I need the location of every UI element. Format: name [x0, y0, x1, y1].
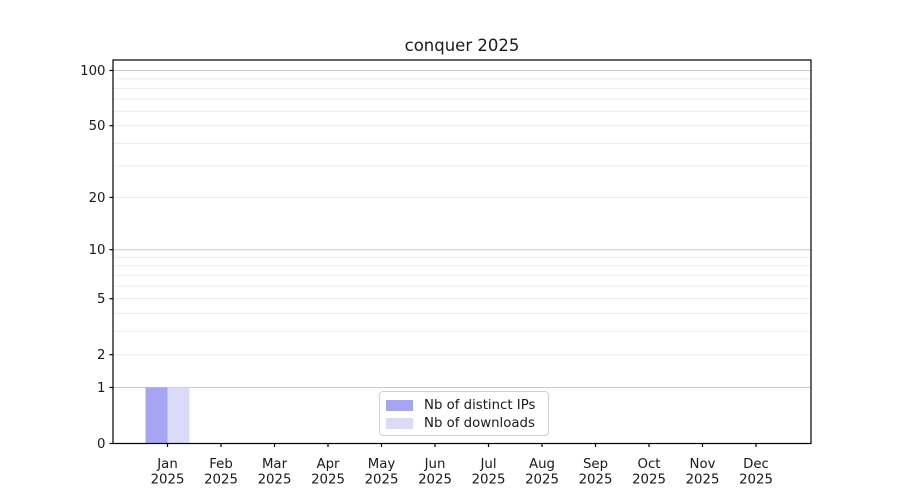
x-tick-label-month: Dec	[743, 457, 769, 472]
x-tick-label-month: Apr	[316, 457, 340, 472]
x-tick-label-year: 2025	[258, 473, 292, 488]
x-tick-label-year: 2025	[311, 473, 345, 488]
y-tick-label: 20	[89, 191, 106, 206]
plot-border	[112, 59, 812, 445]
x-tick-label-year: 2025	[525, 473, 559, 488]
y-tick-label: 1	[97, 381, 105, 396]
chart-title: conquer 2025	[404, 36, 520, 55]
legend-label-distinct-ips: Nb of distinct IPs	[424, 398, 536, 413]
legend-label-downloads: Nb of downloads	[424, 416, 535, 431]
y-tick-label: 100	[80, 64, 105, 79]
x-tick-label-month: Jul	[479, 457, 496, 472]
y-tick-label: 10	[89, 243, 106, 258]
x-tick-label-year: 2025	[579, 473, 613, 488]
y-tick-label: 5	[97, 292, 105, 307]
x-tick-label-month: Jun	[424, 457, 446, 472]
x-tick-label-month: Sep	[583, 457, 608, 472]
x-tick-label-year: 2025	[739, 473, 773, 488]
x-tick-label-month: Feb	[209, 457, 233, 472]
bar-downloads-jan	[167, 387, 190, 444]
x-tick-label-year: 2025	[418, 473, 452, 488]
bar-distinct-ips-jan	[145, 387, 168, 444]
legend-item-downloads: Nb of downloads	[386, 415, 548, 432]
x-tick-label-year: 2025	[632, 473, 666, 488]
x-tick-label-month: Jan	[156, 457, 178, 472]
x-tick-label-year: 2025	[204, 473, 238, 488]
x-tick-label-year: 2025	[472, 473, 506, 488]
x-tick-label-month: Aug	[529, 457, 555, 472]
x-tick-label-year: 2025	[365, 473, 399, 488]
legend-item-distinct-ips: Nb of distinct IPs	[386, 397, 548, 414]
x-tick-label-month: May	[368, 457, 396, 472]
y-tick-label: 0	[97, 437, 105, 452]
x-tick-label-month: Oct	[638, 457, 661, 472]
legend-swatch-downloads	[386, 418, 413, 429]
x-tick-label-month: Mar	[262, 457, 288, 472]
x-tick-label-year: 2025	[151, 473, 185, 488]
y-tick-label: 2	[97, 348, 105, 363]
x-tick-label-month: Nov	[690, 457, 716, 472]
y-tick-label: 50	[89, 119, 106, 134]
x-tick-label-year: 2025	[686, 473, 720, 488]
legend: Nb of distinct IPs Nb of downloads	[379, 391, 549, 436]
legend-swatch-distinct-ips	[386, 400, 413, 411]
